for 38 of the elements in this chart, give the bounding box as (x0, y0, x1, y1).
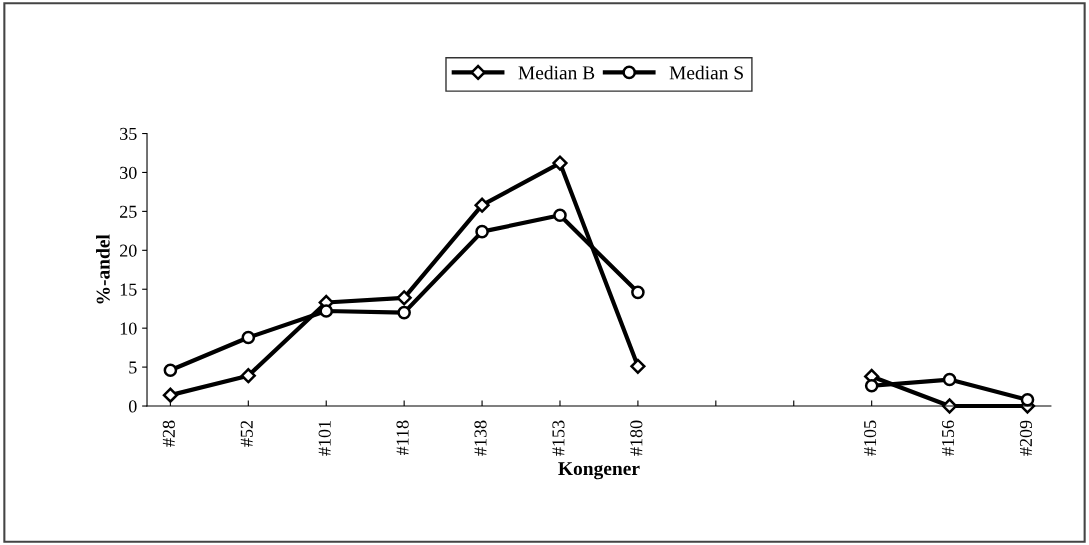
x-tick-label: #118 (396, 420, 409, 456)
x-axis-title: Kongener (558, 462, 640, 480)
point (241, 330, 256, 345)
y-tick-label: 15 (120, 283, 137, 296)
point (396, 290, 412, 306)
point (474, 197, 490, 213)
y-tick-label: 5 (129, 361, 137, 374)
point (1020, 392, 1035, 407)
point (630, 358, 646, 374)
point (864, 378, 879, 393)
x-tick-label: #138 (474, 420, 487, 456)
x-tick-label: #101 (318, 421, 331, 456)
point (942, 372, 957, 387)
point (319, 304, 334, 318)
x-tick-label: #153 (552, 420, 565, 456)
legend-label: Median S (669, 65, 743, 80)
y-tick-label: 20 (120, 244, 137, 257)
point (475, 224, 489, 239)
point (163, 363, 178, 378)
x-tick-label: #156 (941, 420, 955, 456)
y-tick-label: 0 (128, 400, 137, 413)
point (631, 285, 645, 300)
x-tick-label: #28 (162, 420, 175, 447)
point (162, 387, 179, 403)
point (553, 208, 567, 223)
legend-label: Median B (518, 65, 595, 80)
x-tick-label: #209 (1019, 420, 1033, 456)
y-tick-label: 30 (120, 166, 137, 179)
y-tick-label: 35 (120, 127, 137, 140)
y-axis-title: %-andel (96, 234, 110, 304)
point (240, 368, 256, 384)
point (397, 305, 411, 320)
x-tick-label: #52 (240, 420, 253, 447)
x-tick-label: #180 (630, 420, 643, 456)
y-tick-label: 25 (120, 205, 137, 218)
x-tick-label: #105 (864, 420, 877, 456)
point (552, 155, 568, 171)
y-tick-label: 10 (120, 322, 137, 335)
